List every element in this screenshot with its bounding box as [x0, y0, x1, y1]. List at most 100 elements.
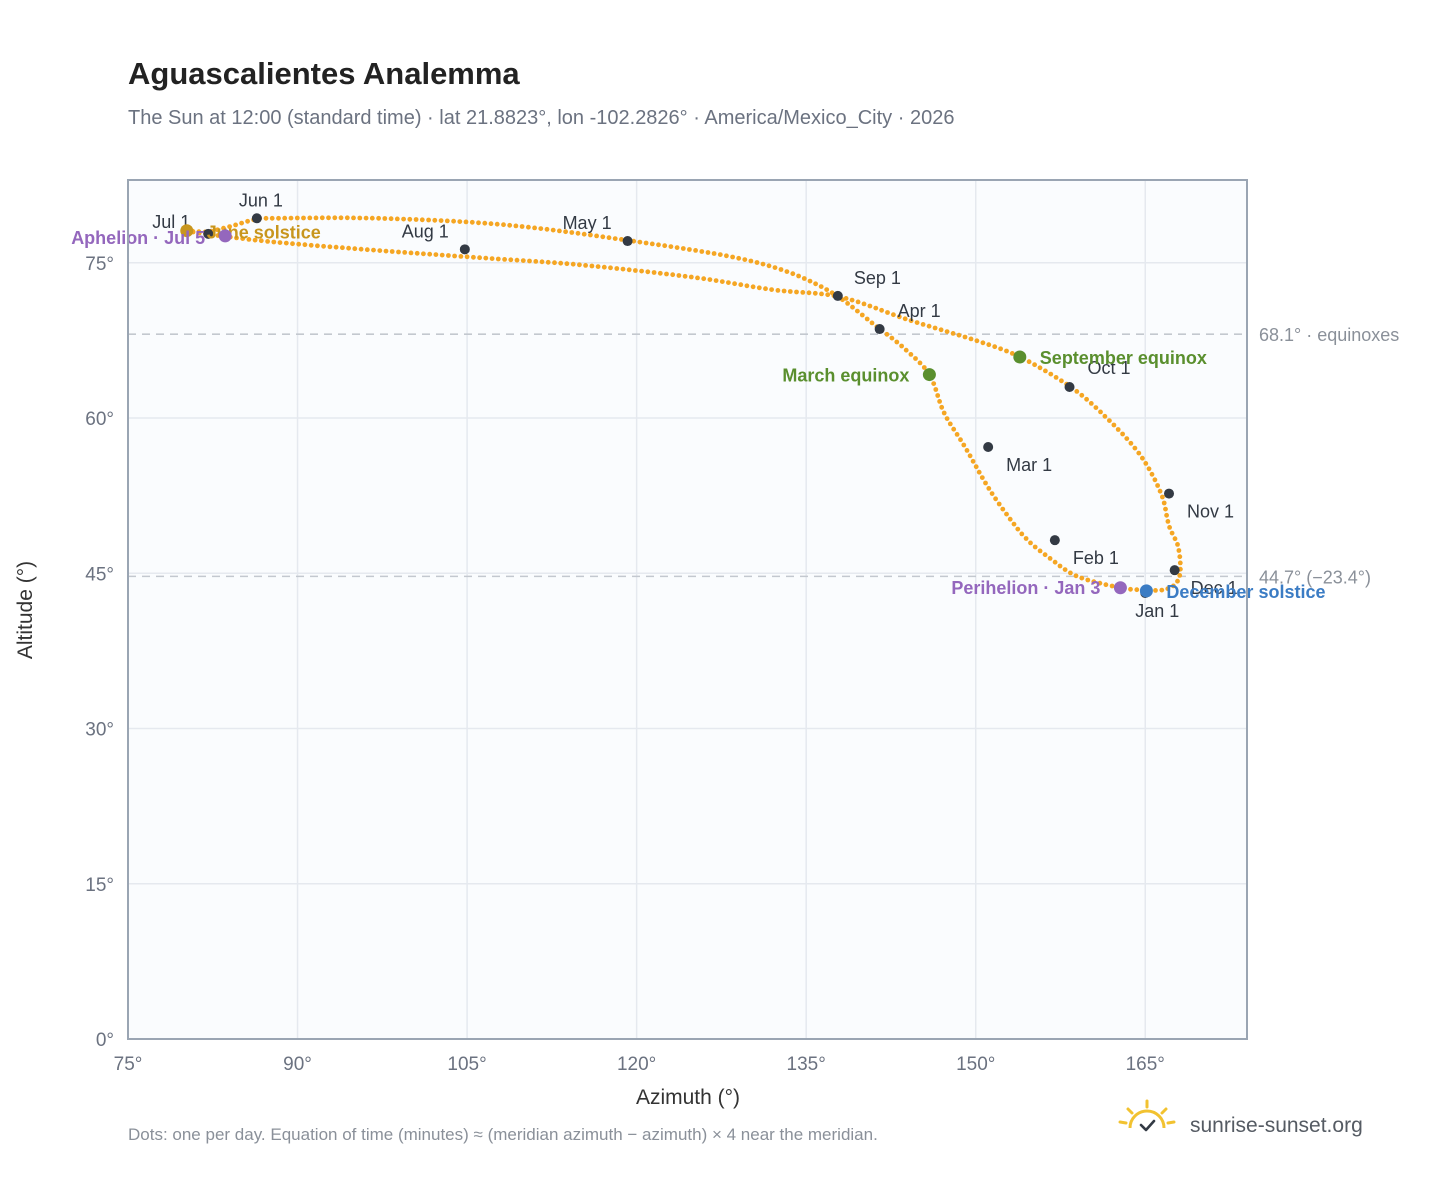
daily-dot — [1171, 583, 1176, 589]
daily-dot — [1164, 512, 1169, 518]
daily-dot — [1004, 511, 1009, 517]
daily-dot — [1019, 531, 1025, 537]
daily-dot — [944, 416, 950, 421]
daily-dot — [973, 464, 979, 470]
daily-dot — [1062, 567, 1068, 572]
reference-lines: 68.1° · equinoxes 44.7° (−23.4°) — [128, 325, 1399, 587]
sunrise-sunset-logo[interactable]: sunrise-sunset.org — [1118, 1099, 1363, 1137]
brand-name[interactable]: sunrise-sunset.org — [1190, 1114, 1363, 1137]
daily-dot — [1004, 348, 1009, 354]
daily-dot — [383, 248, 389, 254]
daily-dot — [812, 290, 818, 296]
event-marker-label: Perihelion · Jan 3 — [951, 578, 1100, 598]
daily-dot — [1097, 580, 1103, 586]
daily-dot — [941, 410, 947, 416]
daily-dot — [917, 360, 923, 366]
daily-dot — [813, 281, 818, 287]
daily-dot — [787, 289, 793, 294]
plot-area — [128, 180, 1247, 1039]
daily-dot — [869, 320, 875, 326]
daily-dot — [376, 215, 381, 221]
daily-dot — [637, 239, 643, 245]
daily-dot — [657, 270, 663, 276]
month-marker-label: Jun 1 — [239, 190, 283, 210]
y-tick-label: 15° — [85, 875, 114, 896]
daily-dot — [482, 220, 488, 226]
daily-dot — [1011, 521, 1017, 527]
daily-dot — [369, 215, 375, 221]
daily-dot — [769, 287, 774, 292]
chart-subtitle: The Sun at 12:00 (standard time) · lat 2… — [128, 107, 954, 129]
daily-dot — [507, 222, 513, 228]
daily-dot — [413, 217, 419, 222]
daily-dot — [986, 486, 992, 491]
month-marker-label: Jul 1 — [152, 212, 190, 232]
daily-dot — [1088, 401, 1094, 406]
event-marker-dot — [1113, 581, 1127, 595]
y-axis-ticks: 0° 15° 30° 45° 60° 75° — [85, 254, 114, 1051]
month-markers: Jan 1 Feb 1 Mar 1 Apr 1 May 1 Jun 1 Jul 1 Aug 1… — [152, 190, 1237, 621]
daily-dot — [538, 226, 544, 232]
daily-dot — [772, 265, 778, 270]
footnote: Dots: one per day. Equation of time (min… — [128, 1125, 878, 1144]
daily-dot — [446, 253, 451, 258]
daily-dot — [1085, 577, 1091, 583]
daily-dot — [595, 264, 601, 269]
daily-dot — [864, 316, 870, 322]
daily-dot — [750, 284, 756, 290]
daily-dot — [1120, 431, 1125, 437]
daily-dot — [908, 352, 914, 357]
daily-dot — [894, 339, 900, 345]
daily-dot — [849, 297, 855, 303]
daily-dot — [670, 272, 676, 278]
daily-dot — [1102, 413, 1108, 419]
daily-dot — [313, 215, 319, 221]
daily-dot — [432, 217, 438, 223]
month-marker-label: Sep 1 — [854, 268, 901, 288]
daily-dot — [1073, 573, 1079, 579]
daily-dot — [544, 226, 550, 232]
x-tick-label: 105° — [447, 1054, 486, 1075]
daily-dot — [608, 265, 613, 271]
daily-dot — [277, 240, 283, 246]
daily-dot — [1074, 389, 1080, 394]
daily-dot — [1128, 586, 1133, 592]
daily-dot — [937, 399, 942, 404]
month-marker-label: May 1 — [563, 213, 612, 233]
daily-dot — [438, 218, 444, 224]
month-marker-dot — [251, 213, 262, 224]
daily-dot — [1109, 583, 1115, 589]
daily-dot — [477, 255, 482, 261]
daily-dot — [389, 249, 395, 254]
daily-dot — [444, 218, 450, 224]
daily-dot — [1028, 540, 1033, 546]
daily-dot — [458, 254, 464, 259]
daily-dot — [775, 288, 781, 293]
daily-dot — [902, 316, 908, 322]
daily-dot — [967, 453, 973, 459]
daily-dot — [1053, 375, 1059, 380]
daily-dot — [269, 215, 275, 221]
daily-dot — [891, 312, 896, 318]
daily-dot — [1098, 409, 1103, 415]
daily-dot — [396, 249, 401, 255]
daily-dot — [738, 282, 744, 288]
daily-dot — [558, 260, 564, 266]
daily-dot — [296, 241, 302, 247]
daily-dot — [843, 296, 849, 301]
reference-line-label: 44.7° (−23.4°) — [1259, 567, 1371, 587]
daily-dot — [744, 283, 750, 289]
daily-dot — [252, 237, 258, 243]
daily-dot — [464, 254, 470, 260]
daily-dot — [463, 219, 469, 225]
daily-dot — [861, 301, 867, 307]
y-axis-label: Altitude (°) — [14, 561, 37, 659]
event-marker-dot — [1013, 350, 1027, 364]
daily-dot — [784, 269, 790, 274]
daily-dot — [520, 258, 526, 263]
daily-dot — [1143, 461, 1149, 466]
month-marker-dot — [832, 290, 843, 301]
daily-dot — [970, 458, 976, 464]
daily-dot — [488, 221, 494, 227]
daily-dot — [489, 256, 495, 261]
